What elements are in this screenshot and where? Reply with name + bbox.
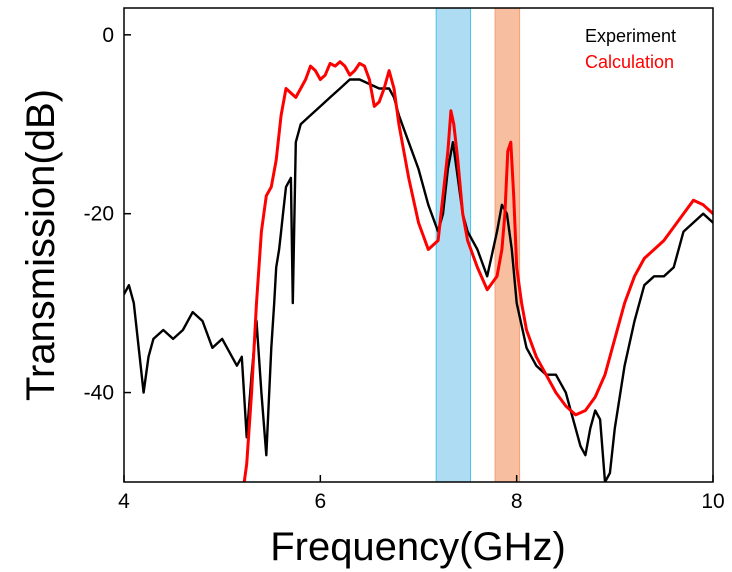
x-axis-title: Frequency(GHz) xyxy=(270,525,566,569)
x-tick-label: 4 xyxy=(118,490,130,513)
series-line-experiment xyxy=(124,78,713,482)
x-tick-label: 8 xyxy=(511,490,523,513)
highlight-band-1 xyxy=(435,7,472,483)
axis-ticks: 4 6 8 10 0 -20 -40 xyxy=(84,24,725,513)
legend-item-calculation: Calculation xyxy=(585,52,674,72)
y-axis-title: Transmission(dB) xyxy=(19,89,63,401)
y-tick-label: 0 xyxy=(102,24,114,47)
plot-frame xyxy=(123,7,714,483)
highlight-bands xyxy=(435,7,521,483)
legend-item-experiment: Experiment xyxy=(585,26,676,46)
series-line-calculation xyxy=(242,60,713,482)
y-tick-label: -20 xyxy=(84,203,114,226)
series-lines xyxy=(124,60,713,482)
y-tick-label: -40 xyxy=(84,382,114,405)
x-tick-label: 10 xyxy=(701,490,724,513)
legend: Experiment Calculation xyxy=(585,26,676,72)
x-tick-label: 6 xyxy=(314,490,326,513)
